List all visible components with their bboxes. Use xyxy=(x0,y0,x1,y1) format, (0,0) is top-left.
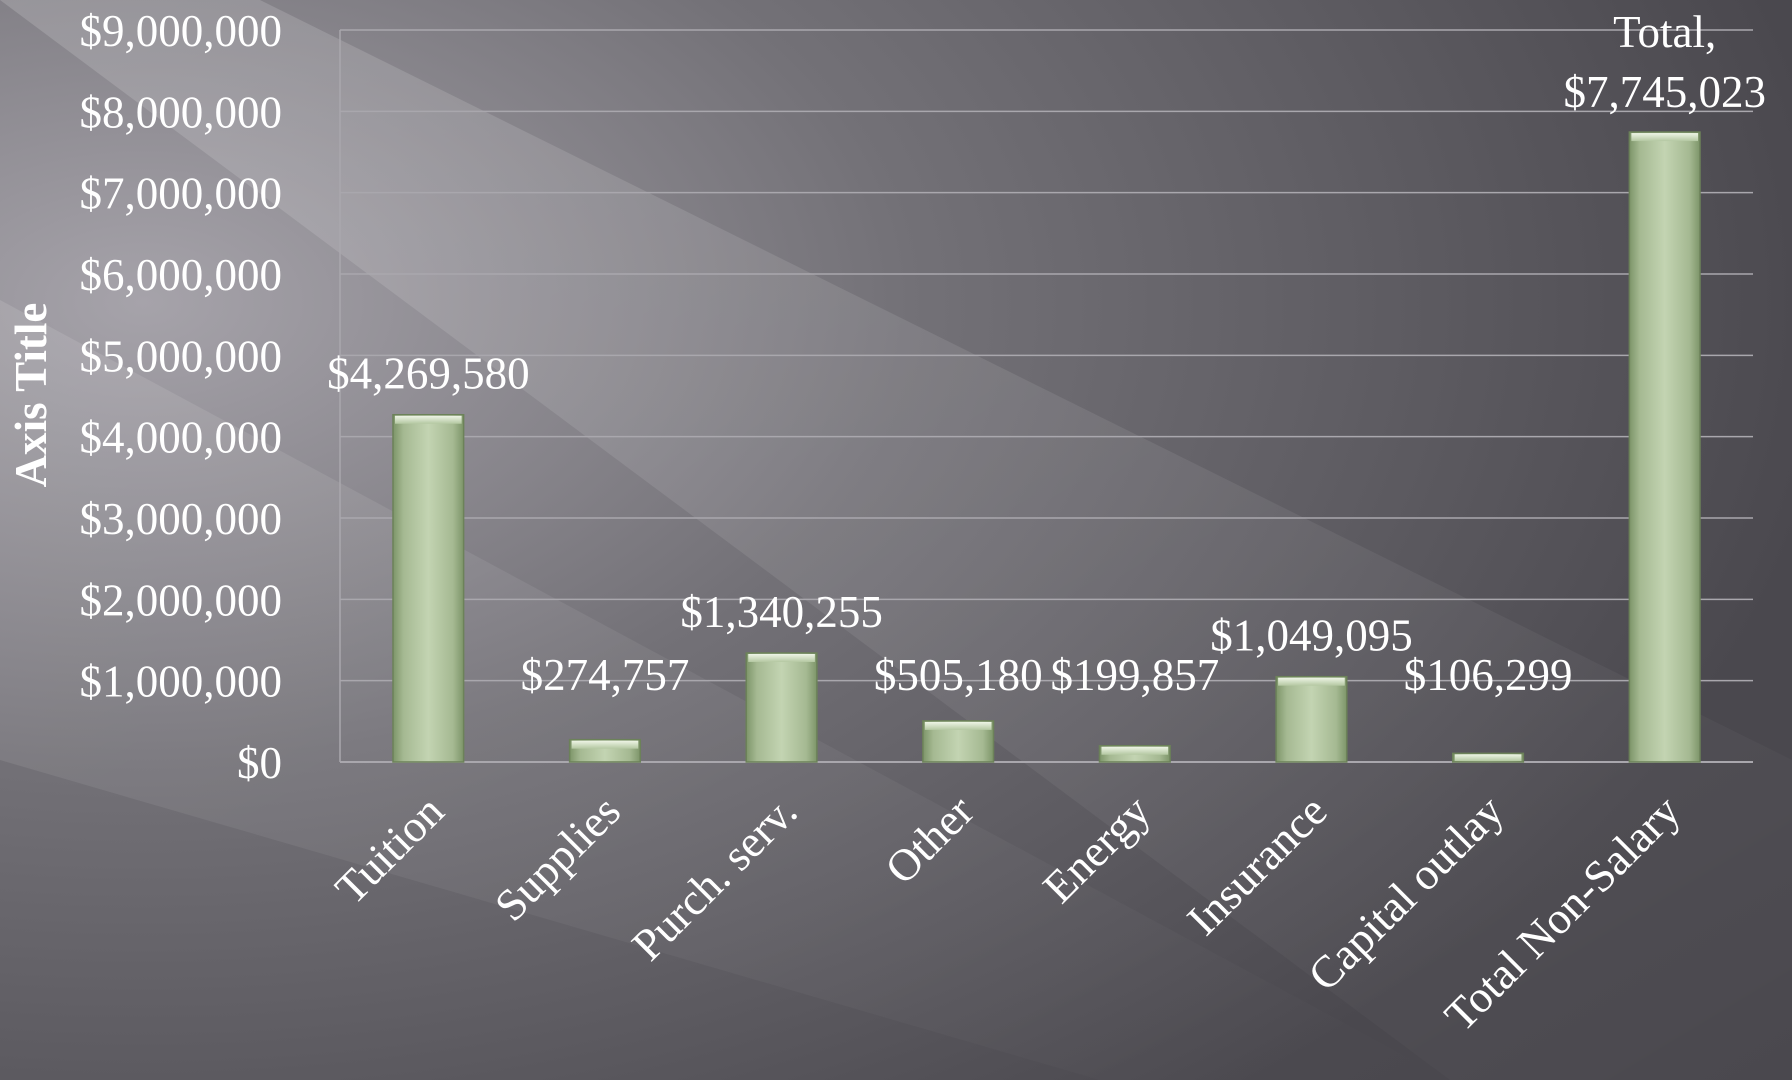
bars xyxy=(392,131,1701,763)
data-label: $4,269,580 xyxy=(327,349,530,399)
bar xyxy=(392,413,465,763)
y-axis-ticks: $0 $1,000,000 $2,000,000 $3,000,000 $4,000,0… xyxy=(80,6,283,788)
y-tick-label: $6,000,000 xyxy=(80,250,283,300)
y-tick-label: $7,000,000 xyxy=(80,169,283,219)
bar-highlight xyxy=(394,415,462,424)
bar xyxy=(1275,675,1348,763)
data-label: $199,857 xyxy=(1050,650,1219,700)
bar-highlight xyxy=(1278,677,1345,686)
y-tick-label: $0 xyxy=(237,738,282,788)
bar-highlight xyxy=(571,740,639,749)
y-tick-label: $2,000,000 xyxy=(80,575,283,625)
bar xyxy=(1628,131,1701,763)
bar-highlight xyxy=(1101,746,1169,755)
y-tick-label: $3,000,000 xyxy=(80,494,283,544)
data-label: Total, xyxy=(1613,7,1716,57)
data-label: $1,340,255 xyxy=(680,587,883,637)
y-axis-title: Axis Title xyxy=(6,303,56,488)
y-tick-label: $8,000,000 xyxy=(80,87,283,137)
data-label: $274,757 xyxy=(521,650,690,700)
bar-highlight xyxy=(1631,133,1699,142)
data-label: $7,745,023 xyxy=(1563,67,1766,117)
bar-highlight xyxy=(748,653,815,662)
data-labels: $4,269,580 $274,757 $1,340,255 $505,180 $199… xyxy=(327,7,1766,700)
bar-highlight xyxy=(924,721,992,730)
y-tick-label: $5,000,000 xyxy=(80,331,283,381)
bar-highlight xyxy=(1454,754,1522,761)
y-tick-label: $1,000,000 xyxy=(80,657,283,707)
data-label: $106,299 xyxy=(1404,650,1573,700)
data-label: $505,180 xyxy=(874,650,1043,700)
bar xyxy=(745,652,818,763)
background-light-ray xyxy=(0,300,1450,1080)
y-tick-label: $4,000,000 xyxy=(80,413,283,463)
y-tick-label: $9,000,000 xyxy=(80,6,283,56)
data-label: $1,049,095 xyxy=(1210,611,1413,661)
